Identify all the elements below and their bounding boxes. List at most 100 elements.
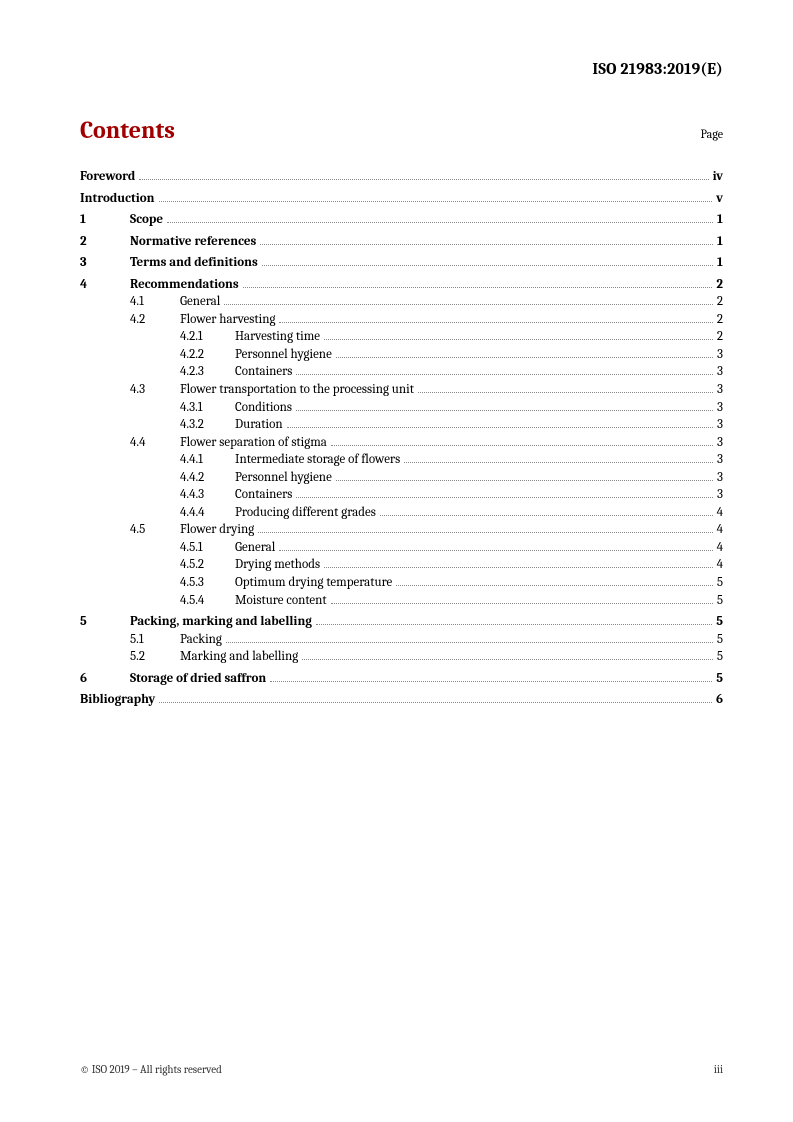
toc-entry[interactable]: 5.1Packing5	[80, 631, 723, 649]
toc-entry-page: 1	[715, 211, 723, 229]
toc-entry-title: General	[180, 293, 222, 311]
contents-title: Contents	[80, 116, 175, 144]
toc-entry[interactable]: 4.3.1Conditions3	[80, 399, 723, 417]
toc-entry-page: 2	[715, 328, 723, 346]
toc-entry[interactable]: 2Normative references1	[80, 233, 723, 251]
toc-leader	[296, 374, 713, 375]
document-id: ISO 21983:2019(E)	[80, 60, 723, 78]
toc-entry-title: Marking and labelling	[180, 648, 300, 666]
toc-leader	[302, 659, 713, 660]
toc-entry-title: Producing different grades	[235, 504, 378, 522]
toc-entry-number: 4.5.3	[180, 574, 235, 592]
toc-entry-title: Intermediate storage of flowers	[235, 451, 402, 469]
toc-leader	[418, 392, 713, 393]
toc-entry[interactable]: Forewordiv	[80, 168, 723, 186]
toc-entry-page: 6	[714, 691, 723, 709]
toc-entry-title: Flower harvesting	[180, 311, 277, 329]
toc-entry-number: 4.1	[130, 293, 180, 311]
toc-leader	[262, 265, 713, 266]
toc-leader	[167, 222, 713, 223]
toc-entry-page: 3	[715, 486, 723, 504]
toc-entry-number: 4.5.4	[180, 592, 235, 610]
toc-entry-title: Personnel hygiene	[235, 469, 334, 487]
toc-entry-page: 3	[715, 451, 723, 469]
toc-leader	[260, 244, 713, 245]
toc-entry[interactable]: 5.2Marking and labelling 5	[80, 648, 723, 666]
toc-entry-page: 3	[715, 399, 723, 417]
contents-header: Contents Page	[80, 116, 723, 144]
toc-entry[interactable]: 4.4.4Producing different grades 4	[80, 504, 723, 522]
toc-entry-number: 4.2.2	[180, 346, 235, 364]
toc-entry[interactable]: 4.2.1Harvesting time2	[80, 328, 723, 346]
toc-entry-title: Conditions	[235, 399, 294, 417]
toc-entry-page: 3	[715, 416, 723, 434]
toc-entry[interactable]: 4.3Flower transportation to the processi…	[80, 381, 723, 399]
toc-entry-page: 5	[715, 574, 723, 592]
toc-entry-page: 4	[715, 504, 723, 522]
toc-entry-page: 5	[714, 613, 723, 631]
toc-entry[interactable]: 4.3.2Duration 3	[80, 416, 723, 434]
toc-entry[interactable]: Introductionv	[80, 190, 723, 208]
toc-entry-number: 3	[80, 254, 130, 272]
toc-entry-page: 3	[715, 381, 723, 399]
toc-entry[interactable]: 4.4.2Personnel hygiene3	[80, 469, 723, 487]
toc-entry-page: iv	[711, 168, 723, 186]
toc-entry[interactable]: 4.5.2Drying methods4	[80, 556, 723, 574]
toc-entry[interactable]: 3Terms and definitions1	[80, 254, 723, 272]
toc-entry-title: Normative references	[130, 233, 258, 251]
toc-entry-page: 5	[715, 631, 723, 649]
toc-entry[interactable]: 4.2.3Containers3	[80, 363, 723, 381]
toc-leader	[396, 585, 713, 586]
toc-entry[interactable]: 4.4.3Containers3	[80, 486, 723, 504]
toc-entry-page: 2	[715, 311, 723, 329]
toc-entry-title: Storage of dried saffron	[130, 670, 268, 688]
toc-entry-page: 3	[715, 434, 723, 452]
toc-leader	[404, 462, 713, 463]
toc-entry-number: 1	[80, 211, 130, 229]
toc-entry-number: 4	[80, 276, 130, 294]
toc-entry[interactable]: 4.5Flower drying4	[80, 521, 723, 539]
toc-entry[interactable]: Bibliography6	[80, 691, 723, 709]
toc-entry-title: Harvesting time	[235, 328, 322, 346]
toc-entry[interactable]: 4.1General2	[80, 293, 723, 311]
toc-entry-number: 4.4	[130, 434, 180, 452]
toc-leader	[279, 322, 712, 323]
toc-entry[interactable]: 5Packing, marking and labelling5	[80, 613, 723, 631]
toc-entry-number: 2	[80, 233, 130, 251]
toc-entry-number: 4.2.3	[180, 363, 235, 381]
toc-entry[interactable]: 4Recommendations2	[80, 276, 723, 294]
toc-entry-title: Drying methods	[235, 556, 322, 574]
toc-leader	[159, 702, 712, 703]
toc-entry-number: 4.4.4	[180, 504, 235, 522]
toc-leader	[296, 410, 713, 411]
toc-entry[interactable]: 4.5.4Moisture content5	[80, 592, 723, 610]
table-of-contents: ForewordivIntroductionv1Scope12Normative…	[80, 168, 723, 709]
toc-entry-page: 3	[715, 363, 723, 381]
toc-entry[interactable]: 4.5.1General4	[80, 539, 723, 557]
toc-entry-page: 5	[715, 648, 723, 666]
toc-entry-title: Packing	[180, 631, 224, 649]
toc-entry-number: 4.4.2	[180, 469, 235, 487]
toc-entry-title: Optimum drying temperature	[235, 574, 394, 592]
toc-leader	[324, 567, 713, 568]
toc-leader	[224, 304, 713, 305]
toc-entry-title: Flower drying	[180, 521, 256, 539]
toc-entry-number: 6	[80, 670, 130, 688]
toc-entry-title: Containers	[235, 486, 294, 504]
toc-entry-title: Packing, marking and labelling	[130, 613, 314, 631]
toc-entry[interactable]: 1Scope1	[80, 211, 723, 229]
toc-entry[interactable]: 4.2Flower harvesting2	[80, 311, 723, 329]
toc-entry-number: 4.3.2	[180, 416, 235, 434]
toc-entry-page: 3	[715, 346, 723, 364]
toc-entry[interactable]: 4.4.1Intermediate storage of flowers3	[80, 451, 723, 469]
page-footer: © ISO 2019 – All rights reserved iii	[80, 1063, 723, 1076]
toc-entry-page: 5	[714, 670, 723, 688]
toc-entry[interactable]: 4.5.3Optimum drying temperature 5	[80, 574, 723, 592]
toc-entry-page: 2	[714, 276, 723, 294]
toc-entry[interactable]: 4.2.2Personnel hygiene3	[80, 346, 723, 364]
toc-entry-title: Flower transportation to the processing …	[180, 381, 416, 399]
toc-entry-title: Duration	[235, 416, 285, 434]
toc-entry[interactable]: 4.4Flower separation of stigma3	[80, 434, 723, 452]
toc-entry-number: 5.2	[130, 648, 180, 666]
toc-entry[interactable]: 6Storage of dried saffron 5	[80, 670, 723, 688]
